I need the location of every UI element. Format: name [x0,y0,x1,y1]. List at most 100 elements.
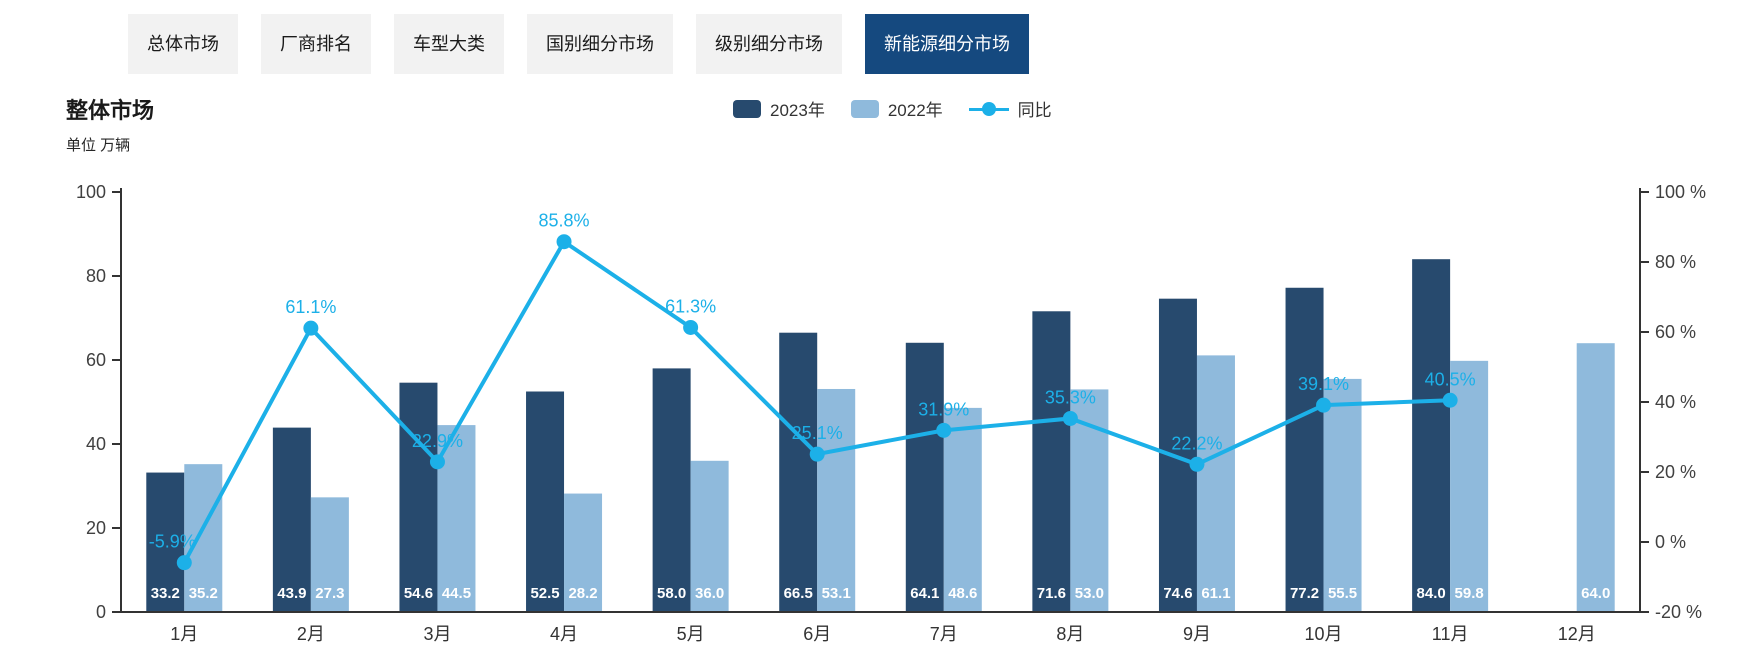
yoy-value-label: 35.3% [1045,387,1096,407]
yoy-value-label: 25.1% [792,423,843,443]
legend-label: 2023年 [770,101,825,120]
bar-2022-m5[interactable] [690,460,729,612]
yoy-value-label: -5.9% [149,532,196,552]
yoy-value-label: 85.8% [539,211,590,231]
yoy-point-m9[interactable] [1189,456,1205,472]
x-axis-category-label: 11月 [1432,624,1469,644]
bar-2023-m10[interactable] [1285,287,1324,612]
yoy-point-m7[interactable] [936,422,952,438]
yoy-value-label: 61.3% [665,296,716,316]
bar-value-label: 84.0 [1417,585,1446,602]
yoy-value-label: 61.1% [285,297,336,317]
bar-2022-m6[interactable] [817,388,856,612]
bar-value-label: 54.6 [404,585,433,602]
bar-2023-m8[interactable] [1032,311,1071,612]
yoy-value-label: 31.9% [918,399,969,419]
bar-2022-m7[interactable] [943,407,982,612]
legend-label: 同比 [1017,101,1052,120]
bar-value-label: 35.2 [189,585,218,602]
left-axis-tick-label: 40 [86,434,106,454]
bar-value-label: 44.5 [442,585,471,602]
legend-item-2023[interactable]: 2023年 [733,96,825,121]
legend-swatch-icon [850,99,879,118]
bar-value-label: 43.9 [277,585,306,602]
bar-value-label: 77.2 [1290,585,1319,602]
yoy-point-m4[interactable] [556,234,572,250]
tab-country-segment[interactable]: 国别细分市场 [527,14,673,74]
bar-value-label: 28.2 [568,585,597,602]
bar-2023-m4[interactable] [526,391,565,613]
x-axis-category-label: 8月 [1056,624,1084,644]
bar-value-label: 66.5 [784,585,813,602]
bar-2023-m2[interactable] [272,427,311,612]
left-axis-tick-label: 80 [86,266,106,286]
bar-value-label: 58.0 [657,585,686,602]
x-axis-category-label: 5月 [677,624,705,644]
x-axis-category-label: 12月 [1558,624,1596,644]
bar-2022-m2[interactable] [310,497,349,612]
bar-2022-m3[interactable] [437,425,476,612]
yoy-value-label: 22.9% [412,431,463,451]
chart-title: 整体市场 [66,98,155,123]
bar-2022-m10[interactable] [1323,378,1362,612]
legend-item-2022[interactable]: 2022年 [850,96,943,121]
bar-2022-m12[interactable] [1576,343,1615,612]
x-axis-category-label: 10月 [1305,624,1343,644]
x-axis-category-label: 2月 [297,624,325,644]
bar-2022-m9[interactable] [1196,355,1235,612]
tab-class-segment[interactable]: 级别细分市场 [696,14,842,74]
bar-value-label: 27.3 [315,585,344,602]
left-axis-tick-label: 0 [96,602,106,622]
yoy-point-m8[interactable] [1062,410,1078,426]
bar-value-label: 52.5 [530,585,559,602]
bar-value-label: 64.1 [910,585,939,602]
bar-2022-m1[interactable] [184,464,223,612]
x-axis-category-label: 6月 [803,624,831,644]
x-axis-category-label: 1月 [170,624,198,644]
x-axis-category-label: 7月 [930,624,958,644]
bar-value-label: 36.0 [695,585,724,602]
x-axis-category-label: 9月 [1183,624,1211,644]
bar-2023-m3[interactable] [399,382,438,612]
right-axis-tick-label: -20 % [1655,602,1702,622]
yoy-point-m2[interactable] [303,320,319,336]
bar-2023-m1[interactable] [146,472,185,612]
right-axis-tick-label: 40 % [1655,392,1696,412]
tab-vehicle-category[interactable]: 车型大类 [394,14,504,74]
bar-2022-m4[interactable] [564,493,603,612]
bar-value-label: 53.0 [1075,585,1104,602]
bar-2023-m7[interactable] [905,342,944,612]
tab-nev-segment[interactable]: 新能源细分市场 [865,14,1029,74]
yoy-point-m10[interactable] [1316,397,1332,413]
yoy-value-label: 40.5% [1425,369,1476,389]
legend-line-marker-icon [968,100,1009,118]
yoy-point-m5[interactable] [683,319,699,335]
tab-oem-ranking[interactable]: 厂商排名 [261,14,371,74]
legend-item-yoy[interactable]: 同比 [968,96,1052,121]
bar-value-label: 48.6 [948,585,977,602]
x-axis-category-label: 4月 [550,624,578,644]
yoy-value-label: 22.2% [1171,433,1222,453]
bar-2023-m6[interactable] [779,332,818,612]
bar-2023-m5[interactable] [652,368,691,612]
bar-value-label: 55.5 [1328,585,1357,602]
tab-overall-market[interactable]: 总体市场 [128,14,238,74]
x-axis-category-label: 3月 [423,624,451,644]
tab-bar: 总体市场 厂商排名 车型大类 国别细分市场 级别细分市场 新能源细分市场 [128,14,1029,74]
left-axis-tick-label: 20 [86,518,106,538]
yoy-point-m11[interactable] [1442,392,1458,408]
bar-value-label: 53.1 [822,585,851,602]
bar-2023-m11[interactable] [1412,259,1451,612]
yoy-point-m6[interactable] [809,446,825,462]
unit-label: 单位 万辆 [66,137,131,154]
right-axis-tick-label: 60 % [1655,322,1696,342]
yoy-point-m1[interactable] [176,555,192,571]
bar-value-label: 33.2 [151,585,180,602]
legend-swatch-icon [733,99,761,118]
right-axis-tick-label: 0 % [1655,532,1686,552]
left-axis-tick-label: 100 [76,182,106,202]
yoy-point-m3[interactable] [429,454,445,470]
bar-value-label: 61.1 [1201,585,1230,602]
bar-value-label: 71.6 [1037,585,1066,602]
